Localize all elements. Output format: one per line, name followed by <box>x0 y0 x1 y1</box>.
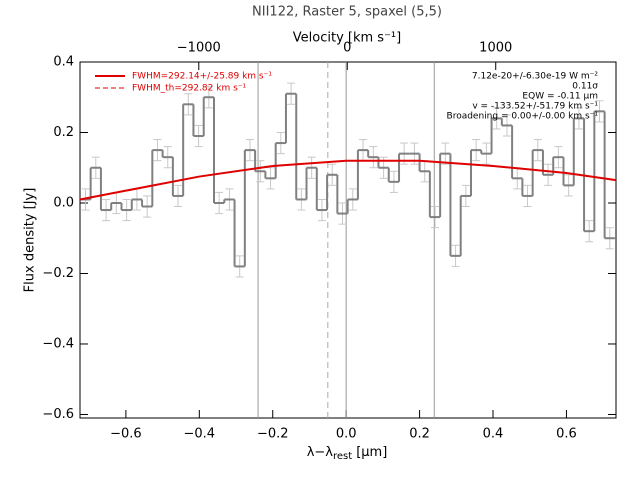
x2-axis-label: Velocity [km s⁻¹] <box>293 31 401 46</box>
annotation: 0.11σ <box>572 82 598 92</box>
y-axis-label: Flux density [Jy] <box>23 188 38 293</box>
annotation: Broadening = 0.00+/-0.00 km s⁻¹ <box>447 112 599 122</box>
annotation: v = -133.52+/-51.79 km s⁻¹ <box>472 102 598 112</box>
x-tick-label: −0.6 <box>110 427 142 442</box>
annotation: 7.12e-20+/-6.30e-19 W m⁻² <box>472 72 599 82</box>
x-tick-label: 0.2 <box>409 427 430 442</box>
legend-label: FWHM_th=292.82 km s⁻¹ <box>132 84 247 94</box>
x-tick-label: 0.6 <box>556 427 577 442</box>
x-label-sub: rest <box>333 451 352 462</box>
y-tick-label: 0.4 <box>53 55 74 70</box>
x-axis-label: λ−λrest [μm] <box>307 445 388 463</box>
x-label-unit: [μm] <box>356 445 387 460</box>
x2-tick-label: 1000 <box>479 41 512 56</box>
x-tick-label: −0.4 <box>184 427 216 442</box>
y-tick-label: −0.4 <box>42 336 74 351</box>
fit-line <box>79 159 617 201</box>
y-tick-label: −0.6 <box>42 407 74 422</box>
x-tick-label: 0.0 <box>336 427 357 442</box>
y-tick-label: −0.2 <box>42 266 74 281</box>
x2-tick-label: 0 <box>343 41 351 56</box>
chart-title: NII122, Raster 5, spaxel (5,5) <box>252 5 442 20</box>
x-label-main: λ−λ <box>307 445 334 460</box>
plot-frame <box>79 61 617 419</box>
x-tick-label: −0.2 <box>257 427 289 442</box>
annotation: EQW = -0.11 μm <box>522 92 598 102</box>
x-tick-label: 0.4 <box>483 427 504 442</box>
y-tick-label: 0.0 <box>53 195 74 210</box>
legend-label: FWHM=292.14+/-25.89 km s⁻¹ <box>132 72 272 82</box>
x2-tick-label: −1000 <box>177 41 221 56</box>
y-tick-label: 0.2 <box>53 125 74 140</box>
